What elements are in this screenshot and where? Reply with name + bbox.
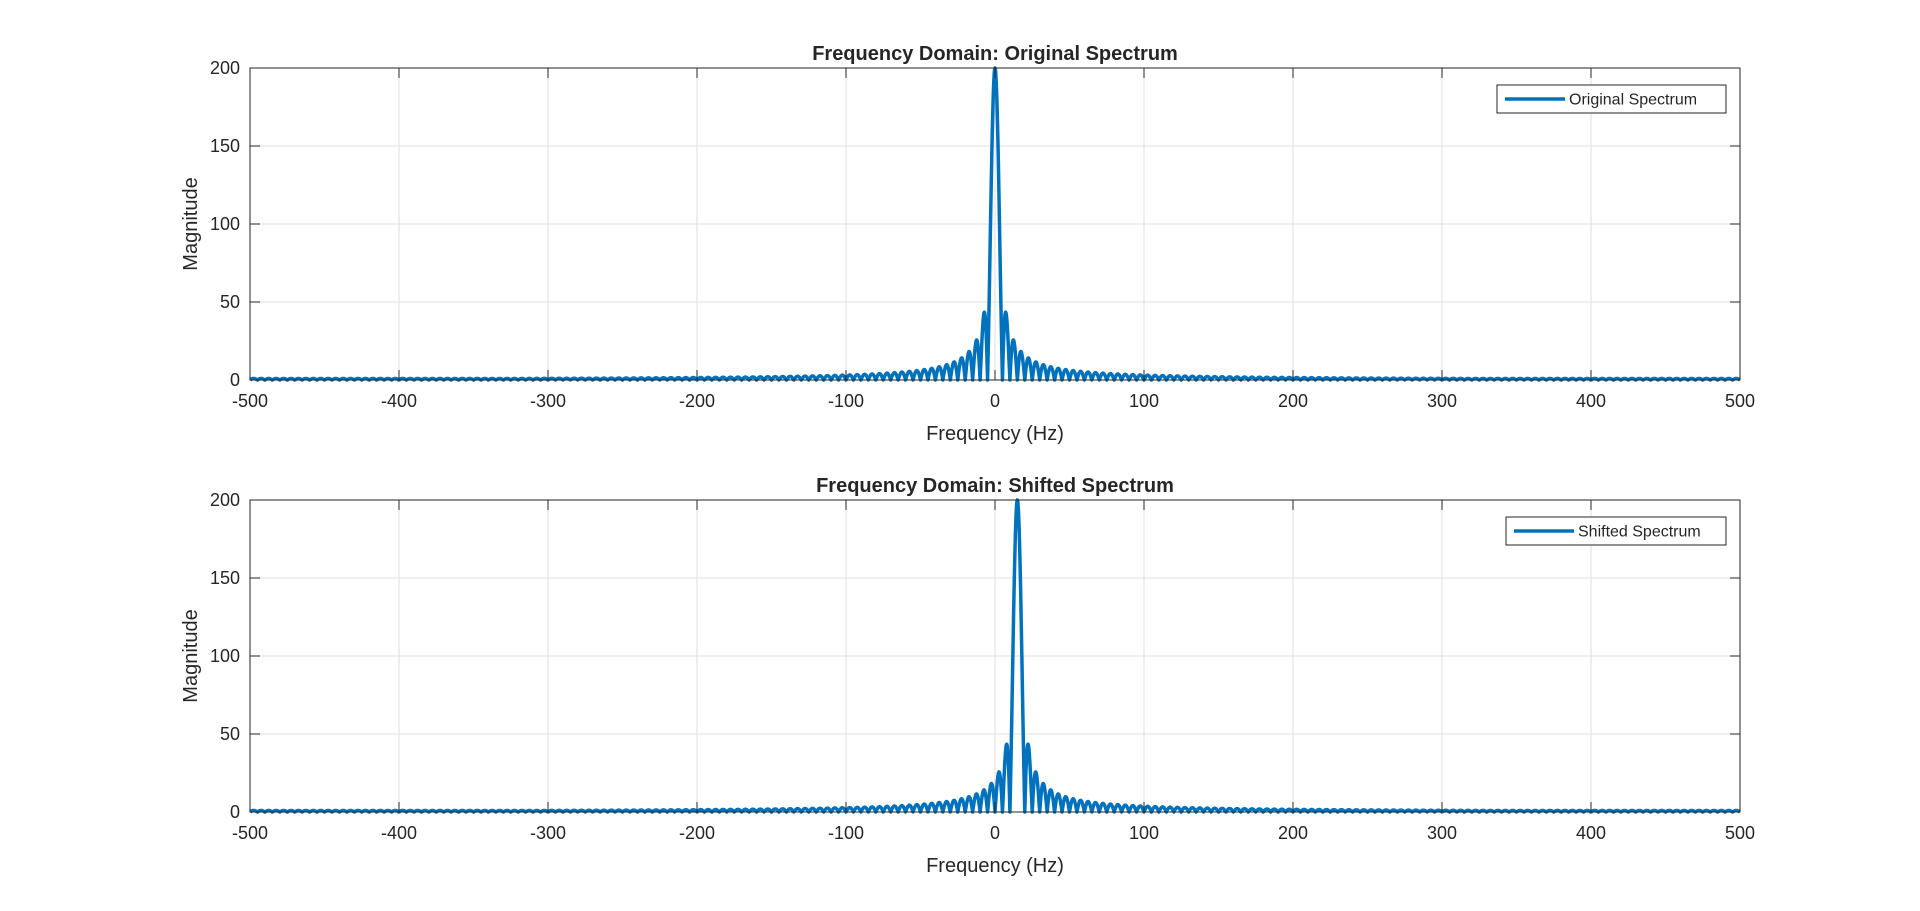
y-tick-label: 0	[230, 370, 240, 390]
chart-title: Frequency Domain: Shifted Spectrum	[816, 475, 1174, 497]
y-tick-label: 50	[220, 292, 240, 312]
y-tick-label: 0	[230, 802, 240, 822]
x-tick-label: -400	[381, 823, 417, 843]
x-tick-label: 0	[990, 823, 1000, 843]
y-tick-label: 200	[210, 58, 240, 78]
x-axis-label: Frequency (Hz)	[926, 423, 1064, 445]
x-tick-label: 300	[1427, 391, 1457, 411]
x-tick-label: -300	[530, 391, 566, 411]
x-tick-label: -300	[530, 823, 566, 843]
x-tick-label: -400	[381, 391, 417, 411]
y-axis-label: Magnitude	[180, 609, 202, 702]
x-tick-label: -200	[679, 823, 715, 843]
x-tick-label: -100	[828, 823, 864, 843]
x-tick-label: 400	[1576, 391, 1606, 411]
chart-title: Frequency Domain: Original Spectrum	[812, 43, 1178, 65]
y-tick-label: 200	[210, 490, 240, 510]
chart-1: -500 -400 -300 -200 -100 0 100 200 300 400 500 0 50 1…	[180, 43, 1755, 445]
legend: Original Spectrum	[1496, 84, 1727, 114]
x-tick-label: -500	[232, 823, 268, 843]
x-tick-label: 100	[1129, 823, 1159, 843]
legend: Shifted Spectrum	[1505, 516, 1727, 546]
y-tick-label: 50	[220, 724, 240, 744]
x-tick-label: 100	[1129, 391, 1159, 411]
x-tick-label: 500	[1725, 391, 1755, 411]
legend-label: Shifted Spectrum	[1578, 524, 1701, 541]
y-tick-label: 150	[210, 136, 240, 156]
y-tick-label: 100	[210, 646, 240, 666]
legend-label: Original Spectrum	[1569, 92, 1697, 109]
x-tick-label: 500	[1725, 823, 1755, 843]
x-tick-label: -200	[679, 391, 715, 411]
x-axis-label: Frequency (Hz)	[926, 855, 1064, 877]
x-tick-label: 400	[1576, 823, 1606, 843]
chart-2: -500 -400 -300 -200 -100 0 100 200 300 400 500 0 50 1…	[180, 475, 1755, 877]
y-axis-label: Magnitude	[180, 177, 202, 270]
x-tick-label: -500	[232, 391, 268, 411]
y-tick-label: 100	[210, 214, 240, 234]
x-tick-label: 200	[1278, 391, 1308, 411]
y-tick-label: 150	[210, 568, 240, 588]
x-tick-label: 300	[1427, 823, 1457, 843]
x-tick-label: 200	[1278, 823, 1308, 843]
x-tick-label: 0	[990, 391, 1000, 411]
x-tick-label: -100	[828, 391, 864, 411]
